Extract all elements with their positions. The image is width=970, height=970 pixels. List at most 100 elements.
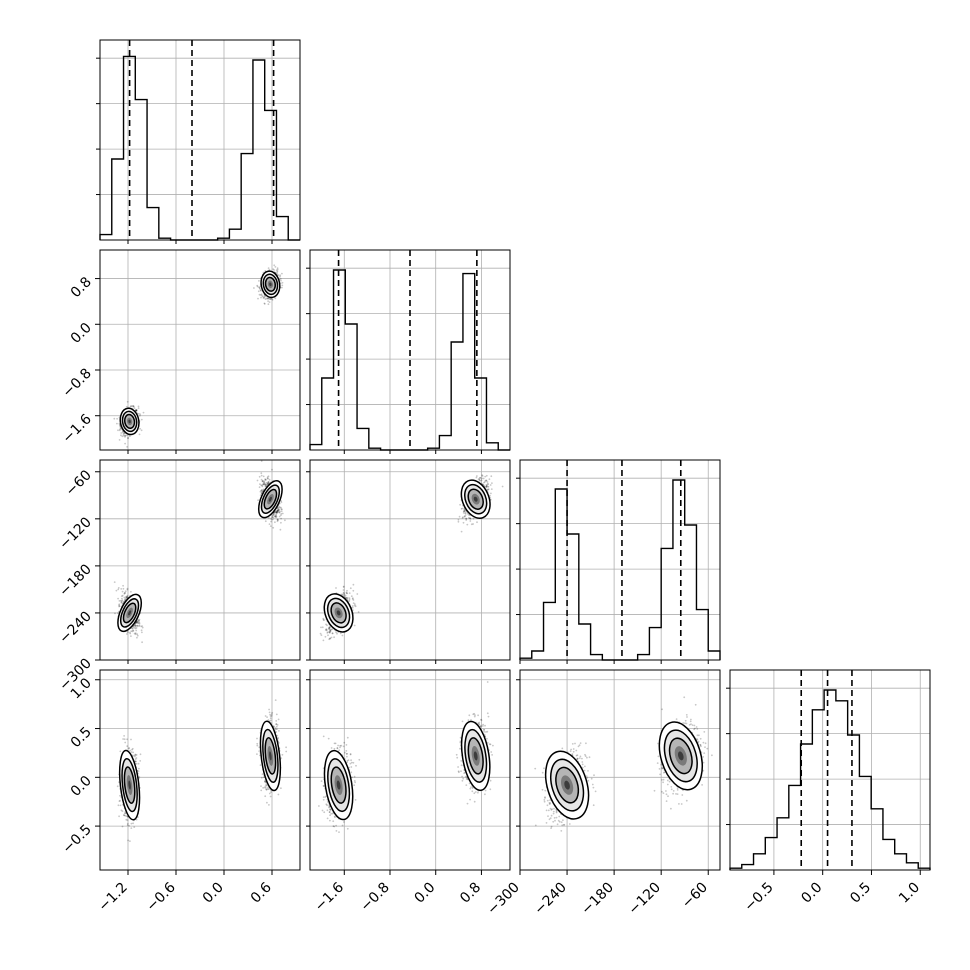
sample-point [119, 428, 121, 431]
sample-point [118, 429, 121, 432]
sample-point [277, 509, 279, 512]
sample-point [129, 435, 131, 438]
sample-point [353, 624, 356, 627]
sample-point [121, 594, 124, 597]
sample-point [264, 478, 267, 481]
scatter-points-2-0 [113, 460, 286, 644]
sample-point [118, 605, 121, 607]
sample-point [116, 785, 119, 788]
sample-point [261, 490, 264, 493]
sample-point [118, 605, 120, 608]
sample-point [351, 605, 354, 607]
sample-point [459, 503, 461, 506]
sample-point [120, 602, 123, 604]
sample-point [276, 267, 279, 269]
sample-point [263, 296, 265, 299]
sample-point [119, 804, 122, 807]
sample-point [481, 477, 483, 480]
sample-point [487, 485, 490, 488]
sample-point [275, 511, 278, 514]
sample-point [470, 523, 473, 526]
sample-point [138, 767, 140, 770]
sample-point [132, 751, 135, 754]
sample-point [263, 483, 266, 486]
sample-point [265, 297, 268, 300]
y-tick-label-1-3: 0.8 [68, 274, 95, 301]
sample-point [469, 518, 472, 520]
sample-point [122, 587, 125, 590]
scatter-panel-2-1 [306, 459, 511, 664]
scatter-panel-3-0: −1.2 −0.6 0.0 0.6−0.50.00.51.0 [59, 669, 301, 915]
sample-point [134, 624, 137, 627]
sample-point [275, 510, 278, 513]
sample-point [281, 753, 284, 756]
scatter-panel-1-0: −1.6−0.80.00.8 [59, 249, 301, 454]
sample-point [352, 589, 355, 592]
sample-point [325, 623, 327, 626]
sample-point [339, 632, 342, 635]
sample-point [276, 509, 279, 512]
sample-point [277, 519, 279, 522]
sample-point [321, 626, 324, 629]
sample-point [134, 632, 137, 634]
sample-point [138, 624, 141, 626]
sample-point [462, 521, 465, 524]
sample-point [464, 512, 466, 514]
sample-point [281, 512, 284, 515]
sample-point [335, 631, 337, 634]
sample-point [276, 271, 278, 274]
sample-point [263, 482, 266, 485]
sample-point [278, 511, 281, 514]
sample-point [140, 625, 143, 628]
sample-point [138, 625, 141, 628]
sample-point [275, 514, 277, 517]
sample-point [260, 478, 263, 481]
sample-point [490, 488, 493, 490]
sample-point [280, 514, 282, 517]
sample-point [139, 413, 142, 416]
sample-point [280, 279, 282, 282]
sample-point [257, 499, 259, 502]
sample-point [277, 509, 280, 512]
sample-point [139, 427, 142, 430]
sample-point [476, 475, 478, 477]
sample-point [126, 596, 128, 599]
sample-point [277, 510, 279, 513]
sample-point [119, 427, 122, 430]
sample-point [469, 520, 472, 522]
sample-point [134, 754, 137, 757]
sample-point [131, 627, 134, 629]
sample-point [126, 400, 129, 403]
sample-point [276, 510, 279, 513]
sample-point [135, 409, 138, 412]
sample-point [123, 591, 126, 594]
sample-point [351, 597, 354, 599]
sample-point [352, 583, 355, 586]
sample-point [129, 405, 132, 408]
sample-point [135, 409, 138, 412]
sample-point [275, 723, 278, 725]
sample-point [275, 511, 278, 514]
sample-point [269, 298, 271, 300]
sample-point [274, 521, 276, 524]
sample-point [261, 480, 264, 483]
sample-point [133, 407, 136, 410]
sample-point [273, 269, 275, 271]
sample-point [139, 753, 142, 756]
sample-point [140, 429, 143, 432]
y-tick-label-1-0: −1.6 [59, 411, 94, 446]
sample-point [275, 720, 278, 722]
sample-point [348, 597, 351, 599]
sample-point [260, 296, 262, 299]
y-tick-label-2-2: −180 [56, 561, 95, 600]
sample-point [457, 520, 460, 523]
sample-point [125, 595, 127, 598]
sample-point [124, 597, 127, 600]
sample-point [262, 483, 265, 485]
sample-point [123, 592, 126, 595]
sample-point [264, 483, 267, 486]
sample-point [120, 601, 123, 604]
sample-point [123, 596, 126, 599]
sample-point [264, 479, 267, 481]
sample-point [262, 295, 264, 298]
